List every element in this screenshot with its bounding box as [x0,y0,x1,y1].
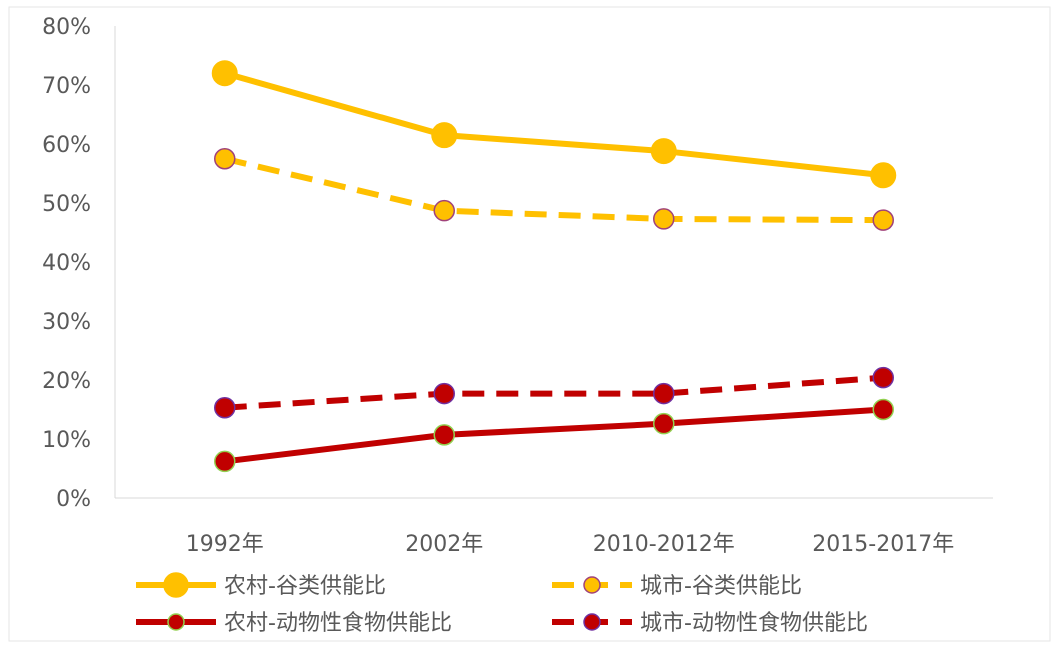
x-tick-label: 2002年 [405,532,483,557]
x-tick-label: 1992年 [186,532,264,557]
legend-item: 城市-谷类供能比 [552,574,802,599]
x-tick-label: 2010-2012年 [593,532,735,557]
legend-item: 农村-动物性食物供能比 [136,611,452,636]
data-point [433,424,455,446]
legend-item: 城市-动物性食物供能比 [552,611,868,636]
legend-marker [167,613,185,631]
y-tick-label: 80% [42,15,91,40]
y-tick-label: 60% [42,133,91,158]
series-3 [214,398,894,473]
y-tick-label: 70% [42,74,91,99]
data-point [870,162,897,189]
legend-label: 城市-动物性食物供能比 [640,611,868,636]
data-point [872,398,894,421]
data-point [653,412,675,435]
legend-label: 农村-动物性食物供能比 [224,611,452,636]
data-point [211,60,238,87]
legend-marker [583,576,601,594]
x-axis: 1992年 2002年 2010-2012年 2015-2017年 [115,497,993,557]
data-point [872,209,894,231]
y-tick-label: 0% [56,487,91,512]
data-point [214,148,236,170]
legend-marker [583,613,601,631]
legend-marker [163,572,189,598]
legend-item: 农村-谷类供能比 [136,572,386,599]
series-line [224,406,884,465]
data-point [433,199,455,222]
series-4 [214,366,894,419]
x-tick-label: 2015-2017年 [812,532,954,557]
data-point [650,138,677,165]
series-2 [214,148,894,231]
series-layer [211,60,897,473]
data-point [653,382,675,405]
data-point [872,366,894,389]
series-line [223,70,884,179]
y-axis: 0% 10% 20% 30% 40% 50% 60% 70% 80% [42,15,116,512]
legend-label: 城市-谷类供能比 [640,574,802,599]
y-tick-label: 20% [42,369,91,394]
chart-border [8,6,1051,642]
y-tick-label: 40% [42,251,91,276]
legend-label: 农村-谷类供能比 [224,574,386,599]
y-tick-label: 30% [42,310,91,335]
y-tick-label: 10% [42,428,91,453]
data-point [214,450,236,473]
data-point [431,122,458,149]
series-1 [211,60,897,189]
series-line [224,374,884,411]
data-point [653,208,675,230]
data-point [433,382,455,405]
series-line [224,155,884,224]
y-tick-label: 50% [42,192,91,217]
data-point [214,396,236,419]
